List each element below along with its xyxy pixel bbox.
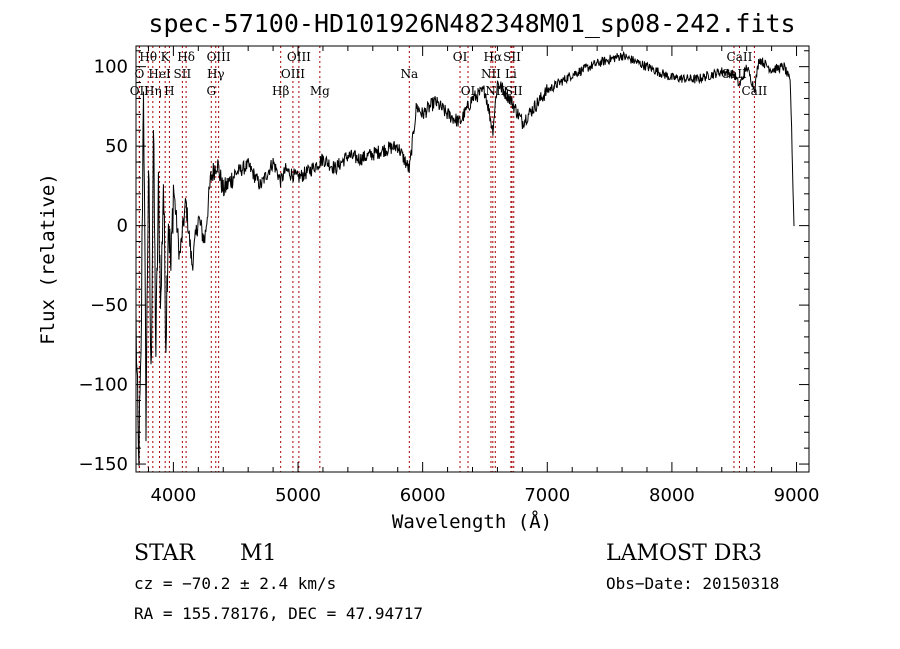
- emission-line-label: K: [161, 50, 171, 64]
- emission-line-label: CaII: [727, 50, 753, 64]
- emission-line-label: Mg: [310, 84, 330, 98]
- emission-line-labels: HθOOIIHηHeIKHSIIHδGHγOIIIHβOIIIOIIIMgNaO…: [130, 50, 768, 98]
- emission-line-label: OI: [453, 50, 468, 64]
- object-class: STAR: [134, 541, 196, 566]
- object-subclass: M1: [240, 541, 277, 566]
- emission-line-label: SII: [503, 50, 521, 64]
- emission-line-label: G: [206, 84, 216, 98]
- y-axis-ticks: −150 −100 −50 0 50 100: [79, 50, 809, 475]
- emission-line-label: Hδ: [177, 50, 195, 64]
- emission-line-label: SII: [174, 67, 192, 81]
- emission-line-label: OI: [461, 84, 476, 98]
- sky-coordinates: RA = 155.78176, DEC = 47.94717: [134, 604, 423, 623]
- survey-name: LAMOST DR3: [606, 541, 762, 566]
- emission-line-markers: [138, 46, 755, 472]
- y-tick-label: −100: [79, 375, 128, 396]
- emission-line-label: SII: [505, 84, 523, 98]
- x-tick-label: 9000: [774, 485, 820, 506]
- emission-line-label: Li: [505, 67, 517, 81]
- y-tick-label: 100: [94, 57, 128, 78]
- chart-title: spec-57100-HD101926N482348M01_sp08-242.f…: [148, 9, 795, 38]
- spectrum-line: [135, 50, 795, 466]
- emission-line-label: Hη: [144, 84, 162, 98]
- y-tick-label: 0: [117, 216, 128, 237]
- y-tick-label: −150: [79, 454, 128, 475]
- observation-date: Obs−Date: 20150318: [606, 574, 779, 593]
- emission-line-label: Hθ: [139, 50, 157, 64]
- emission-line-label: HeI: [148, 67, 171, 81]
- emission-line-label: NII: [481, 67, 501, 81]
- emission-line-label: OII: [130, 84, 150, 98]
- emission-line-label: O: [134, 67, 144, 81]
- emission-line-label: Hβ: [272, 84, 289, 98]
- emission-line-label: OIII: [287, 50, 311, 64]
- redshift-velocity: cz = −70.2 ± 2.4 km/s: [134, 574, 336, 593]
- emission-line-label: Hγ: [207, 67, 225, 81]
- x-axis-ticks: 4000 5000 6000 7000 8000 9000: [147, 46, 820, 506]
- plot-frame: [135, 45, 810, 473]
- emission-line-label: OIII: [207, 50, 231, 64]
- y-tick-label: 50: [105, 136, 128, 157]
- x-axis-label: Wavelength (Å): [392, 510, 552, 533]
- x-tick-label: 7000: [524, 485, 570, 506]
- emission-line-label: OIII: [281, 67, 305, 81]
- y-tick-label: −50: [90, 295, 128, 316]
- emission-line-label: H: [164, 84, 174, 98]
- x-tick-label: 4000: [150, 485, 196, 506]
- x-tick-label: 8000: [649, 485, 695, 506]
- x-tick-label: 6000: [400, 485, 446, 506]
- emission-line-label: Na: [400, 67, 418, 81]
- emission-line-label: Hα: [484, 50, 503, 64]
- x-tick-label: 5000: [275, 485, 321, 506]
- y-axis-label: Flux (relative): [37, 173, 59, 345]
